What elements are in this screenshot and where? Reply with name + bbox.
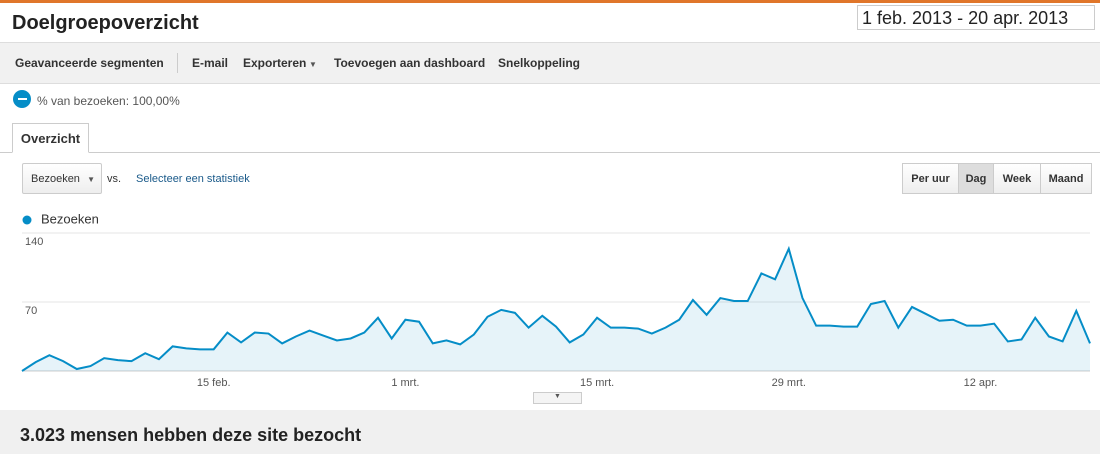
x-tick-label: 12 apr. — [964, 377, 998, 389]
legend-label: Bezoeken — [41, 211, 99, 226]
y-tick-label: 140 — [25, 236, 43, 248]
tab-line — [0, 152, 1100, 153]
dropdown-arrow: ▼ — [309, 60, 317, 69]
toolbar-item[interactable]: Toevoegen aan dashboard — [334, 56, 486, 70]
x-tick-label: 29 mrt. — [772, 377, 806, 389]
toolbar-item[interactable]: Exporteren — [243, 56, 307, 70]
toolbar-item[interactable]: E-mail — [192, 56, 229, 70]
separator — [177, 53, 178, 73]
select-metric[interactable]: Selecteer een statistiek — [136, 173, 250, 185]
x-tick-label: 1 mrt. — [391, 377, 419, 389]
x-tick-label: 15 feb. — [197, 377, 231, 389]
date-range[interactable]: 1 feb. 2013 - 20 apr. 2013 — [857, 5, 1095, 30]
summary: 3.023 mensen hebben deze site bezocht — [20, 425, 362, 445]
chart: 70 140 15 feb. 1 mrt. 15 mrt. 29 mrt. 12 apr. B… — [21, 211, 1091, 389]
period-button[interactable]: Maand — [1040, 163, 1092, 194]
period-button[interactable]: Week — [993, 163, 1041, 194]
top-bar — [0, 0, 1100, 3]
summary-band — [0, 410, 1100, 454]
toolbar-item[interactable]: Snelkoppeling — [498, 56, 581, 70]
vs-label: vs. — [107, 173, 122, 185]
page-title: Doelgroepoverzicht — [12, 12, 199, 34]
segment-label: % van bezoeken: 100,00% — [37, 94, 180, 108]
period-button[interactable]: Dag — [958, 163, 994, 194]
y-tick-label: 70 — [25, 305, 37, 317]
tab[interactable]: Overzicht — [12, 123, 89, 153]
chart-toggle[interactable]: ▼ — [533, 392, 582, 404]
toolbar: Geavanceerde segmenten E-mail Exporteren… — [0, 42, 1100, 84]
segment-icon — [13, 90, 31, 108]
area — [22, 248, 1090, 371]
metric-dropdown[interactable]: Bezoeken ▼ — [22, 163, 102, 194]
x-tick-label: 15 mrt. — [580, 377, 614, 389]
metric-label: Bezoeken — [31, 173, 80, 185]
toolbar-item[interactable]: Geavanceerde segmenten — [15, 56, 164, 70]
legend-marker — [22, 215, 32, 225]
period-button[interactable]: Per uur — [902, 163, 959, 194]
line — [21, 245, 1091, 372]
